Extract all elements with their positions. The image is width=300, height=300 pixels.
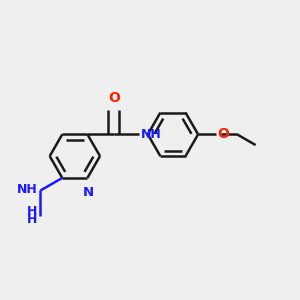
Text: H: H bbox=[27, 206, 38, 218]
Text: O: O bbox=[108, 91, 120, 105]
Text: O: O bbox=[217, 127, 229, 141]
Text: NH: NH bbox=[140, 128, 161, 142]
Text: N: N bbox=[83, 186, 94, 199]
Text: NH: NH bbox=[17, 183, 38, 196]
Text: H: H bbox=[27, 213, 38, 226]
